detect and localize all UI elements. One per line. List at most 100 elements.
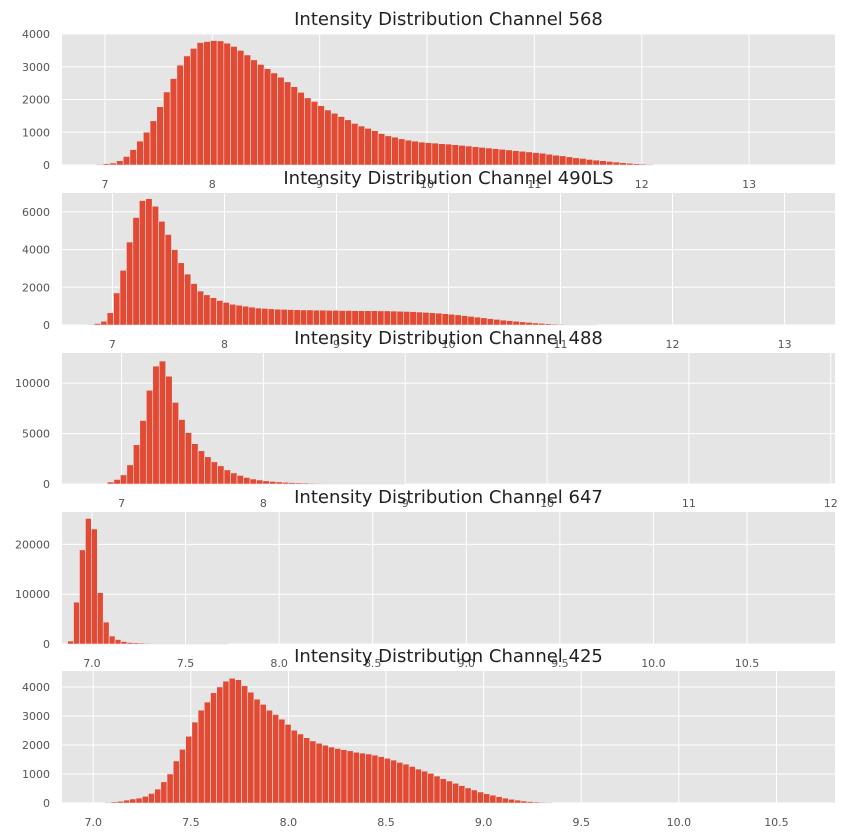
histogram-bar (156, 106, 164, 166)
histogram-bar (465, 145, 473, 166)
histogram-bar (390, 759, 397, 804)
histogram-bar (545, 153, 553, 166)
histogram-bar (532, 152, 540, 166)
histogram-bar (277, 76, 285, 166)
histogram-bar (229, 303, 237, 326)
x-tick-label: 7 (101, 178, 108, 191)
histogram-bar (312, 309, 320, 326)
histogram-bar (486, 318, 494, 326)
histogram-bar (592, 159, 600, 166)
histogram-bar (270, 72, 278, 166)
x-tick-label: 7.0 (83, 657, 101, 670)
histogram-bar (87, 324, 95, 326)
histogram-bar (454, 314, 462, 326)
y-tick-label: 5000 (22, 428, 50, 441)
histogram-bar (478, 147, 486, 166)
histogram-bar (351, 123, 359, 166)
histogram-bar (431, 142, 439, 166)
histogram-bar (526, 801, 534, 804)
x-tick-label: 9 (333, 338, 340, 351)
histogram-bar (324, 109, 332, 166)
histogram-bar (191, 721, 199, 804)
histogram-bar (452, 782, 460, 804)
y-tick-label: 0 (43, 159, 50, 172)
histogram-bar (438, 143, 446, 166)
histogram-bar (612, 161, 621, 166)
x-tick-label: 12 (666, 338, 680, 351)
y-tick-label: 10000 (15, 588, 50, 601)
histogram-bar (143, 131, 151, 166)
histogram-bar (261, 308, 269, 326)
histogram-bar (552, 154, 560, 166)
histogram-bar (100, 320, 108, 326)
histogram-bar (337, 116, 345, 166)
histogram-bar (120, 474, 128, 485)
histogram-bar (177, 262, 185, 326)
histogram-bar (364, 310, 372, 326)
histogram-bar (384, 135, 392, 166)
histogram-bar (404, 139, 413, 166)
histogram-bar (309, 740, 317, 804)
histogram-bar (471, 146, 480, 166)
y-tick-label: 2000 (22, 739, 50, 752)
x-tick-label: 10 (442, 338, 456, 351)
histogram-bar (334, 748, 342, 804)
histogram-bar (498, 148, 506, 166)
histogram-bar (332, 309, 340, 326)
histogram-bar (396, 762, 404, 804)
histogram-bar (433, 775, 441, 804)
histogram-bar (267, 308, 275, 326)
histogram-bar (141, 796, 149, 804)
histogram-bar (222, 680, 230, 804)
histogram-bar (250, 59, 258, 166)
histogram-bar (319, 309, 327, 326)
histogram-bar (297, 733, 304, 804)
histogram-bar (632, 163, 641, 166)
histogram-bar (204, 456, 212, 485)
histogram-bar (485, 147, 493, 166)
histogram-bar (409, 311, 417, 326)
histogram-bar (411, 140, 419, 166)
histogram-bar (358, 310, 366, 326)
chart-panel-1: 0 1000 2000 3000 4000 7 8 9 10 11 12 13 Intensity Di… (22, 9, 835, 191)
histogram-bar (483, 793, 491, 804)
histogram-bar (390, 310, 398, 326)
x-tick-label: 8 (221, 338, 228, 351)
histogram-bar (532, 801, 540, 804)
histogram-bar (458, 785, 466, 804)
histogram-bar (102, 163, 111, 166)
histogram-bar (295, 482, 303, 485)
histogram-bar (241, 685, 249, 804)
histogram-bar (306, 309, 314, 326)
histogram-bar (108, 635, 116, 645)
x-tick-label: 10.5 (735, 657, 760, 670)
histogram-bar (357, 125, 366, 166)
chart-title: Intensity Distribution Channel 488 (294, 328, 603, 349)
histogram-bar (320, 483, 329, 485)
histogram-bar (230, 472, 238, 485)
histogram-bar (165, 375, 173, 485)
histogram-bar (145, 389, 154, 485)
histogram-bar (96, 164, 104, 166)
histogram-bar (315, 742, 323, 804)
histogram-bar (152, 365, 160, 485)
histogram-bar (290, 86, 298, 166)
histogram-bar (415, 768, 422, 804)
histogram-bar (197, 709, 205, 804)
histogram-bar (243, 477, 251, 485)
histogram-bar (505, 149, 513, 166)
histogram-bar (190, 283, 198, 326)
histogram-bar (519, 321, 527, 326)
histogram-bar (228, 677, 236, 804)
y-tick-label: 2000 (22, 281, 50, 294)
histogram-bar (235, 679, 242, 804)
y-tick-label: 1000 (22, 768, 50, 781)
x-tick-label: 10 (540, 497, 554, 510)
histogram-bar (96, 592, 104, 645)
histogram-bar (262, 480, 270, 485)
histogram-bar (359, 752, 366, 804)
histogram-bar (139, 200, 147, 326)
y-tick-label: 0 (43, 319, 50, 332)
histogram-bar (473, 316, 482, 326)
histogram-bar (551, 323, 559, 326)
